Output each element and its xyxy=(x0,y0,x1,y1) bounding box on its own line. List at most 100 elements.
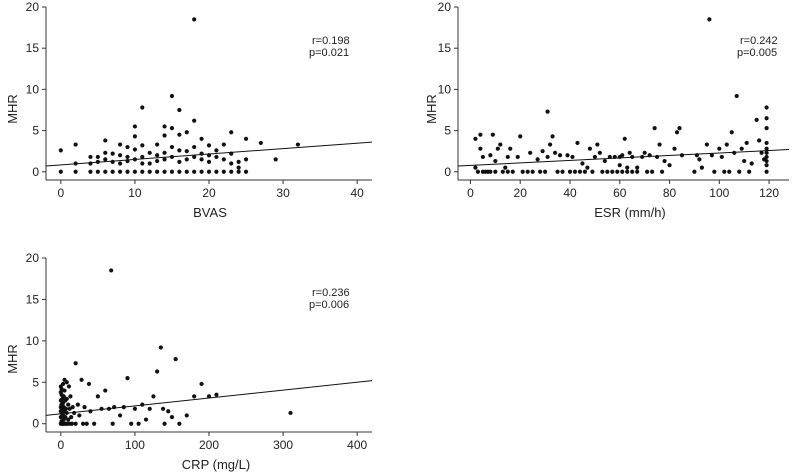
panel-1-data-point xyxy=(192,144,197,150)
panel-2-data-point xyxy=(503,165,508,170)
panel-2-x-tick-label: 0 xyxy=(467,186,474,200)
panel-2-data-point xyxy=(709,153,714,158)
panel-3-data-point xyxy=(160,406,166,411)
panel-1-data-point xyxy=(103,138,108,143)
panel-1-data-point xyxy=(140,161,145,166)
panel-1-data-point xyxy=(125,169,130,174)
panel-2-data-point xyxy=(567,169,573,174)
panel-3-data-point xyxy=(92,421,97,426)
panel-2-data-point xyxy=(493,169,498,174)
panel-1-y-tick-label: 0 xyxy=(32,165,39,179)
panel-2-data-point xyxy=(572,169,578,174)
panel-3-y-tick-label: 5 xyxy=(32,375,39,389)
panel-3-y-tick-label: 20 xyxy=(26,251,40,265)
panel-1-data-point xyxy=(73,161,78,166)
panel-2-data-point xyxy=(557,153,563,158)
panel-3-data-point xyxy=(184,413,189,418)
panel-2-data-point xyxy=(565,153,570,158)
panel-2-data-point xyxy=(630,169,635,174)
panel-2-data-point xyxy=(493,158,498,164)
panel-2-data-point xyxy=(528,150,533,155)
panel-2-data-point xyxy=(652,126,657,131)
panel-2-data-point xyxy=(585,165,590,170)
panel-1-x-tick-label: 20 xyxy=(202,186,216,200)
panel-1-data-point xyxy=(199,136,204,141)
panel-3-data-point xyxy=(69,414,74,420)
panel-2-data-point xyxy=(515,154,520,160)
panel-2-data-point xyxy=(635,169,640,174)
panel-2-data-point xyxy=(617,163,622,168)
panel-1-data-point xyxy=(184,130,189,135)
panel-1-data-point xyxy=(110,151,115,156)
panel-1-data-point xyxy=(177,132,182,137)
panel-2-data-point xyxy=(650,169,655,174)
panel-2-data-point xyxy=(552,150,558,155)
panel-3-data-point xyxy=(84,421,89,426)
panel-3-data-point xyxy=(121,405,126,410)
panel-3-data-point xyxy=(66,384,72,389)
panel-2-data-point xyxy=(759,150,764,155)
panel-3-data-point xyxy=(75,402,80,407)
panel-3-data-point xyxy=(173,356,178,362)
panel-2-data-point xyxy=(473,165,478,170)
panel-1-data-point xyxy=(58,148,63,153)
panel-1-data-point xyxy=(184,157,189,162)
panel-1-x-tick-label: 10 xyxy=(128,186,142,200)
panel-2-data-point xyxy=(605,169,610,174)
panel-1-data-point xyxy=(88,154,93,160)
panel-3-data-point xyxy=(68,394,73,399)
panel-1-data-point xyxy=(169,93,175,99)
panel-2-data-point xyxy=(764,150,769,155)
panel-1-y-tick-label: 10 xyxy=(26,82,40,96)
panel-1-data-point xyxy=(140,169,145,174)
panel-2-data-point xyxy=(729,130,734,135)
panel-3-data-point xyxy=(166,409,171,414)
panel-2-data-point xyxy=(575,140,580,146)
panel-1-data-point xyxy=(177,148,182,153)
panel-1-stat-r: r=0.198 xyxy=(312,35,350,47)
panel-2-data-point xyxy=(625,165,630,170)
panel-2-data-point xyxy=(543,169,548,174)
panel-3-data-point xyxy=(72,410,77,416)
panel-3-data-point xyxy=(177,421,182,426)
panel-3-data-point xyxy=(60,381,66,387)
panel-2-data-point xyxy=(625,169,630,174)
panel-2-data-point xyxy=(737,169,742,174)
panel-2-data-point xyxy=(640,154,645,160)
panel-3-data-point xyxy=(106,406,112,411)
panel-3-x-tick-label: 300 xyxy=(273,438,293,452)
panel-2-data-point xyxy=(577,169,583,174)
panel-1-data-point xyxy=(177,159,182,164)
panel-3-data-point xyxy=(88,409,93,414)
panel-1-data-point xyxy=(132,157,138,162)
panel-2-data-point xyxy=(612,154,617,160)
panel-3-stat-r: r=0.236 xyxy=(312,287,350,299)
panel-3-data-point xyxy=(158,345,163,350)
panel-3-data-point xyxy=(64,380,69,385)
panel-2-x-tick-label: 20 xyxy=(514,186,528,200)
panel-3-data-point xyxy=(82,405,87,410)
panel-2-data-point xyxy=(677,126,682,131)
panel-1-data-point xyxy=(199,157,204,162)
panel-3-data-point xyxy=(214,392,219,397)
panel-2-data-point xyxy=(645,169,650,174)
panel-2-x-tick-label: 40 xyxy=(563,186,577,200)
panel-1-data-point xyxy=(155,158,160,164)
panel-1-data-point xyxy=(162,133,167,138)
panel-2-data-point xyxy=(667,163,672,168)
panel-3-data-point xyxy=(73,421,78,426)
panel-3-data-point xyxy=(95,394,100,399)
panel-2-data-point xyxy=(505,169,510,174)
panel-2-data-point xyxy=(717,146,722,151)
panel-3-data-point xyxy=(69,421,75,426)
panel-3-data-point xyxy=(125,376,130,381)
panel-1-data-point xyxy=(73,169,78,174)
panel-3-data-point xyxy=(206,394,212,399)
panel-2-stat-r: r=0.242 xyxy=(740,35,778,47)
panel-3-data-point xyxy=(136,421,141,426)
panel-1-data-point xyxy=(110,159,115,164)
panel-1-data-point xyxy=(117,161,123,166)
panel-2-data-point xyxy=(694,153,700,158)
panel-1-data-point xyxy=(236,165,241,170)
panel-1-data-point xyxy=(132,147,138,152)
